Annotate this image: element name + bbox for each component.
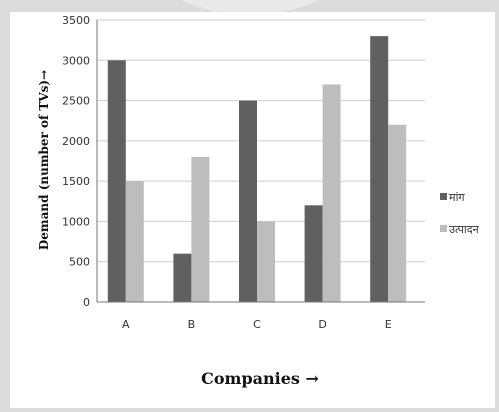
x-tick-label: B	[188, 318, 196, 331]
legend: मांग उत्पादन	[440, 191, 480, 236]
x-tick-label: A	[122, 318, 130, 331]
legend-label-production: उत्पादन	[449, 223, 480, 236]
bars	[107, 36, 407, 303]
y-tick-label: 3000	[62, 54, 90, 67]
y-tick-label: 2500	[62, 95, 90, 108]
bar-C-demand	[239, 100, 257, 302]
top-decoration	[180, 0, 320, 15]
y-tick-labels: 0 500 1000 1500 2000 2500 3000 3500	[62, 14, 90, 309]
x-tick-label: D	[318, 318, 326, 331]
x-axis-title: Companies →	[201, 369, 319, 388]
bar-A-production	[125, 181, 144, 302]
y-tick-label: 1000	[62, 215, 90, 228]
bar-A-demand	[107, 60, 126, 303]
bar-D-demand	[304, 205, 323, 302]
x-tick-label: E	[385, 318, 392, 331]
bar-B-production	[191, 156, 210, 302]
legend-label-demand: मांग	[449, 191, 465, 204]
bar-D-production	[322, 84, 341, 302]
y-tick-label: 3500	[62, 14, 90, 27]
bar-E-production	[388, 124, 407, 302]
bar-E-demand	[370, 36, 389, 302]
bar-B-demand	[173, 253, 192, 302]
legend-swatch-production	[440, 225, 447, 232]
x-tick-labels: A B C D E	[122, 318, 392, 331]
y-tick-label: 1500	[62, 175, 90, 188]
bar-C-production	[257, 221, 275, 302]
x-tick-label: C	[253, 318, 261, 331]
y-tick-label: 2000	[62, 135, 90, 148]
y-tick-label: 500	[69, 256, 90, 269]
y-axis-title: Demand (number of TVs)→	[37, 70, 51, 250]
legend-swatch-demand	[440, 193, 447, 200]
y-tick-label: 0	[83, 296, 90, 309]
